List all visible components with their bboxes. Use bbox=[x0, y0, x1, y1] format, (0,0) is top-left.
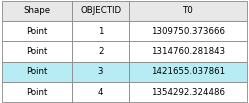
Text: 1354292.324486: 1354292.324486 bbox=[151, 88, 225, 97]
Text: T0: T0 bbox=[183, 6, 193, 15]
Text: 2: 2 bbox=[98, 47, 103, 56]
Text: 1309750.373666: 1309750.373666 bbox=[151, 27, 225, 36]
Text: 3: 3 bbox=[98, 67, 103, 76]
Text: Shape: Shape bbox=[23, 6, 51, 15]
Bar bbox=[72, 1, 129, 21]
Bar bbox=[129, 41, 247, 62]
Bar bbox=[2, 82, 72, 102]
Bar bbox=[2, 41, 72, 62]
Bar bbox=[129, 21, 247, 41]
Text: 1314760.281843: 1314760.281843 bbox=[151, 47, 225, 56]
Text: 4: 4 bbox=[98, 88, 103, 97]
Bar bbox=[72, 21, 129, 41]
Text: OBJECTID: OBJECTID bbox=[80, 6, 121, 15]
Bar bbox=[72, 41, 129, 62]
Bar bbox=[129, 82, 247, 102]
Bar bbox=[129, 1, 247, 21]
Text: 1: 1 bbox=[98, 27, 103, 36]
Bar bbox=[2, 21, 72, 41]
Text: Point: Point bbox=[26, 27, 48, 36]
Bar bbox=[72, 62, 129, 82]
Text: Point: Point bbox=[26, 88, 48, 97]
Text: Point: Point bbox=[26, 67, 48, 76]
Bar bbox=[72, 82, 129, 102]
Bar bbox=[2, 1, 72, 21]
Bar bbox=[2, 62, 72, 82]
Text: Point: Point bbox=[26, 47, 48, 56]
Text: 1421655.037861: 1421655.037861 bbox=[151, 67, 225, 76]
Bar bbox=[129, 62, 247, 82]
